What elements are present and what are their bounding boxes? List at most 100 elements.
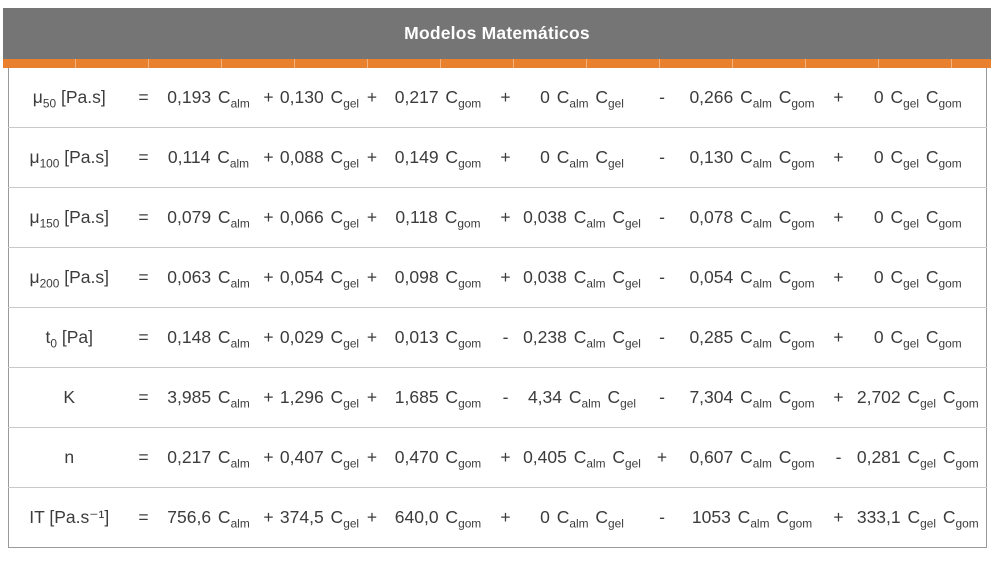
term: 0,130 Cgel bbox=[279, 87, 360, 111]
term: 0,066 Cgel bbox=[277, 187, 362, 248]
term-operator: - bbox=[647, 247, 677, 308]
table-title: Modelos Matemáticos bbox=[404, 23, 590, 43]
term: 2,702 Cgel Cgom bbox=[850, 367, 986, 428]
term: 374,5 Cgel bbox=[277, 487, 362, 548]
term: 0,193 Calm bbox=[167, 87, 250, 111]
table-row: IT [Pa.s⁻¹] = 756,6 Calm +374,5 Cgel +640,0 … bbox=[8, 487, 986, 548]
table-row: t0 [Pa] = 0,148 Calm +0,029 Cgel +0,013 Cgom… bbox=[8, 307, 986, 368]
term-operator: + bbox=[362, 187, 382, 248]
term-operator: + bbox=[827, 367, 850, 428]
row-label: μ200 [Pa.s] bbox=[8, 247, 130, 308]
term: 0,405 Calm Cgel bbox=[517, 427, 647, 488]
term: 0 Cgel Cgom bbox=[850, 127, 986, 188]
term-operator: + bbox=[827, 487, 850, 548]
term: 0,038 Calm Cgel bbox=[517, 247, 647, 308]
term: 0,217 Calm bbox=[157, 427, 260, 488]
term: 3,985 Calm bbox=[157, 367, 260, 428]
term-operator: + bbox=[494, 187, 517, 248]
term: 0,078 Calm Cgom bbox=[677, 187, 827, 248]
row-label: μ150 [Pa.s] bbox=[8, 187, 130, 248]
table-header: Modelos Matemáticos bbox=[3, 8, 991, 59]
equals-sign: = bbox=[138, 87, 149, 107]
term: 0 Cgel Cgom bbox=[850, 247, 986, 308]
term-operator: - bbox=[647, 307, 677, 368]
term: 0,054 Cgel bbox=[277, 247, 362, 308]
term: 640,0 Cgom bbox=[382, 487, 494, 548]
term: 0,013 Cgom bbox=[382, 307, 494, 368]
term: 0,029 Cgel bbox=[277, 307, 362, 368]
term: 0 Calm Cgel bbox=[517, 487, 647, 548]
term-operator: + bbox=[362, 367, 382, 428]
term: 0,266 Calm Cgom bbox=[689, 87, 815, 111]
table-row: μ150 [Pa.s] = 0,079 Calm +0,066 Cgel +0,118 … bbox=[8, 187, 986, 248]
term-operator: + bbox=[260, 487, 277, 548]
row-label: n bbox=[8, 427, 130, 488]
term-operator: + bbox=[366, 87, 378, 107]
term: 0 Calm Cgel bbox=[540, 87, 624, 111]
term-operator: + bbox=[494, 487, 517, 548]
term: 0 Cgel Cgom bbox=[850, 307, 986, 368]
table-row: K = 3,985 Calm +1,296 Cgel +1,685 Cgom -4,34 … bbox=[8, 367, 986, 428]
term-operator: + bbox=[494, 127, 517, 188]
term-operator: + bbox=[260, 127, 277, 188]
term-operator: + bbox=[362, 487, 382, 548]
term-operator: + bbox=[362, 247, 382, 308]
term: 0 Cgel Cgom bbox=[850, 187, 986, 248]
term: 7,304 Calm Cgom bbox=[677, 367, 827, 428]
equals-sign: = bbox=[130, 247, 157, 308]
table-row: n = 0,217 Calm +0,407 Cgel +0,470 Cgom +0,405… bbox=[8, 427, 986, 488]
term-operator: + bbox=[260, 367, 277, 428]
term-operator: + bbox=[647, 427, 677, 488]
term: 0,063 Calm bbox=[157, 247, 260, 308]
term: 0,118 Cgom bbox=[382, 187, 494, 248]
equals-sign: = bbox=[130, 367, 157, 428]
term-operator: - bbox=[647, 187, 677, 248]
term-operator: + bbox=[362, 427, 382, 488]
term-operator: - bbox=[659, 87, 665, 107]
term-operator: + bbox=[260, 427, 277, 488]
term-operator: + bbox=[833, 87, 844, 107]
term-operator: - bbox=[647, 127, 677, 188]
equals-sign: = bbox=[130, 487, 157, 548]
term-operator: - bbox=[827, 427, 850, 488]
term-operator: + bbox=[263, 87, 274, 107]
term: 0,149 Cgom bbox=[382, 127, 494, 188]
page: Modelos Matemáticos μ50 [Pa.s] = 0,193 Cal… bbox=[0, 8, 994, 548]
term-operator: + bbox=[827, 307, 850, 368]
term: 0,407 Cgel bbox=[277, 427, 362, 488]
term-operator: + bbox=[260, 247, 277, 308]
term: 0,470 Cgom bbox=[382, 427, 494, 488]
term-operator: - bbox=[494, 367, 517, 428]
equals-sign: = bbox=[130, 127, 157, 188]
term: 0,054 Calm Cgom bbox=[677, 247, 827, 308]
term: 0,148 Calm bbox=[157, 307, 260, 368]
term-operator: + bbox=[494, 247, 517, 308]
term: 0,607 Calm Cgom bbox=[677, 427, 827, 488]
term: 0 Calm Cgel bbox=[517, 127, 647, 188]
equals-sign: = bbox=[130, 427, 157, 488]
term: 0,098 Cgom bbox=[382, 247, 494, 308]
term-operator: + bbox=[362, 307, 382, 368]
term: 0 Cgel Cgom bbox=[873, 87, 962, 111]
term-operator: + bbox=[260, 307, 277, 368]
term: 0,088 Cgel bbox=[277, 127, 362, 188]
table-row: μ100 [Pa.s] = 0,114 Calm +0,088 Cgel +0,149 … bbox=[8, 127, 986, 188]
table-body: μ50 [Pa.s] = 0,193 Calm +0,130 Cgel +0,217 C… bbox=[8, 68, 986, 548]
term: 0,079 Calm bbox=[157, 187, 260, 248]
term: 0,281 Cgel Cgom bbox=[850, 427, 986, 488]
term: 1053 Calm Cgom bbox=[677, 487, 827, 548]
term-operator: - bbox=[647, 367, 677, 428]
table-row: μ50 [Pa.s] = 0,193 Calm +0,130 Cgel +0,217 C… bbox=[8, 68, 986, 128]
term: 0,114 Calm bbox=[157, 127, 260, 188]
accent-bar bbox=[3, 59, 991, 68]
models-table: μ50 [Pa.s] = 0,193 Calm +0,130 Cgel +0,217 C… bbox=[7, 68, 987, 548]
row-label: K bbox=[8, 367, 130, 428]
term-operator: + bbox=[362, 127, 382, 188]
term: 0,130 Calm Cgom bbox=[677, 127, 827, 188]
equals-sign: = bbox=[130, 307, 157, 368]
term: 0,238 Calm Cgel bbox=[517, 307, 647, 368]
equals-sign: = bbox=[130, 187, 157, 248]
term-operator: + bbox=[827, 127, 850, 188]
term: 0,217 Cgom bbox=[394, 87, 482, 111]
row-label: IT [Pa.s⁻¹] bbox=[8, 487, 130, 548]
